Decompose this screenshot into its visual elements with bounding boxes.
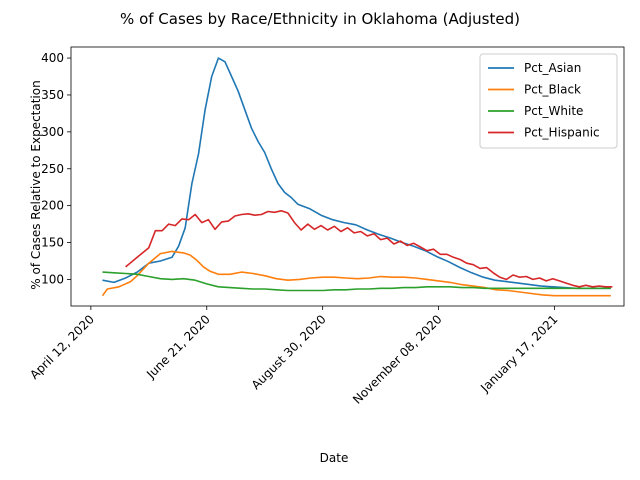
chart-title: % of Cases by Race/Ethnicity in Oklahoma…: [120, 10, 520, 28]
y-axis-label: % of Cases Relative to Expectation: [29, 80, 43, 289]
series-line-pct-black: [101, 250, 611, 297]
y-tick-label: 400: [41, 51, 64, 65]
legend-label: Pct_White: [524, 104, 583, 118]
y-tick-label: 150: [41, 236, 64, 250]
series-line-pct-hispanic: [125, 210, 613, 288]
x-tick-label: April 12, 2020: [27, 312, 97, 382]
y-tick-label: 350: [41, 88, 64, 102]
x-tick-label: January 17, 2021: [477, 312, 560, 395]
y-tick-label: 100: [41, 272, 64, 286]
plot-frame: [70, 46, 625, 307]
y-tick-label: 250: [41, 162, 64, 176]
legend-label: Pct_Hispanic: [524, 126, 600, 140]
legend-box: [479, 53, 618, 149]
series-line-pct-white: [102, 271, 611, 292]
x-tick-label: November 08, 2020: [350, 312, 445, 407]
x-tick-label: June 21, 2020: [143, 312, 213, 382]
axes: 100 150 200 250 300 350 400 April 12, 2020 June …: [27, 46, 625, 407]
x-axis-label: Date: [320, 451, 349, 465]
y-tick-label: 200: [41, 199, 64, 213]
y-tick-label: 300: [41, 125, 64, 139]
x-tick-label: August 30, 2020: [249, 312, 329, 392]
legend-label: Pct_Black: [524, 83, 581, 97]
series-line-pct-asian: [102, 57, 611, 290]
legend-label: Pct_Asian: [524, 61, 581, 75]
